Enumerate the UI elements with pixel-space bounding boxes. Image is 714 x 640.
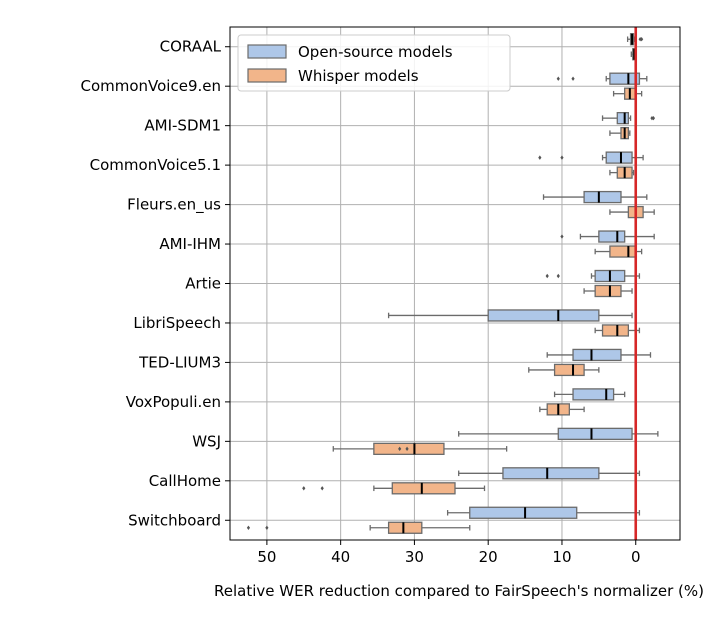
box: [487, 309, 600, 322]
boxplot-open-source: [387, 309, 633, 322]
boxplot-whisper: [594, 324, 641, 337]
boxplot-open-source: [553, 388, 626, 401]
boxplot-open-source: [458, 467, 641, 480]
boxplot-whisper: [528, 363, 600, 377]
box: [572, 348, 622, 362]
y-tick-label: LibriSpeech: [133, 314, 221, 332]
grid-layer: [230, 27, 680, 540]
x-tick-label: 0: [631, 548, 641, 566]
boxplot-open-source: [546, 348, 652, 362]
boxplot-open-source: [626, 33, 644, 46]
box: [572, 388, 615, 401]
x-axis-label: Relative WER reduction compared to FairS…: [214, 582, 704, 600]
x-tick-label: 40: [331, 548, 350, 566]
legend-swatch: [247, 68, 287, 83]
outlier-point: [560, 155, 564, 160]
box: [605, 151, 633, 164]
boxplot-open-source: [458, 427, 659, 440]
boxplot-whisper: [583, 284, 633, 298]
y-tick-label: VoxPopuli.en: [126, 393, 221, 411]
legend: Open-source models Whisper models: [237, 34, 511, 92]
boxplot-whisper: [332, 442, 508, 455]
outlier-point: [265, 525, 269, 530]
legend-swatch: [247, 44, 287, 59]
boxplot-open-source: [542, 190, 648, 204]
y-tick-label: TED-LIUM3: [138, 353, 221, 371]
boxplot-whisper: [612, 87, 643, 100]
y-tick-label: CORAAL: [160, 38, 222, 56]
outlier-point: [638, 37, 642, 42]
boxplot-open-source: [446, 506, 641, 519]
x-tick-label: 50: [257, 548, 276, 566]
outlier-point: [398, 446, 402, 452]
y-tick-label: Switchboard: [128, 511, 221, 529]
boxplot-open-source: [545, 269, 641, 283]
legend-label: Whisper models: [298, 67, 419, 85]
axis-layer: 50 40 30 20 10 0 CORAAL CommonVoice9.en AMI-SDM1…: [80, 38, 640, 566]
legend-frame: [237, 34, 511, 92]
boxplot-whisper: [609, 166, 635, 179]
box: [594, 284, 622, 298]
boxplot-whisper: [609, 205, 655, 219]
y-tick-label: AMI-SDM1: [144, 117, 221, 135]
outlier-point: [556, 76, 560, 81]
outlier-point: [545, 273, 549, 279]
y-tick-label: WSJ: [192, 432, 221, 450]
y-tick-label: CallHome: [149, 472, 221, 490]
box: [601, 324, 630, 337]
box: [557, 427, 633, 440]
outlier-point: [651, 115, 656, 121]
y-tick-label: AMI-IHM: [159, 235, 221, 253]
y-tick-label: Fleurs.en_us: [127, 196, 221, 215]
boxplot-open-source: [601, 112, 656, 125]
outlier-point: [538, 155, 542, 160]
box: [391, 482, 456, 495]
y-tick-label: CommonVoice9.en: [80, 77, 221, 95]
box: [598, 230, 626, 243]
box: [609, 245, 637, 258]
outlier-point: [556, 273, 560, 279]
y-tick-label: Artie: [185, 275, 221, 293]
outlier-point: [246, 525, 251, 530]
box: [502, 467, 600, 480]
boxplot-open-source: [538, 151, 644, 164]
legend-label: Open-source models: [298, 43, 453, 61]
outlier-point: [571, 76, 575, 81]
box: [469, 506, 578, 519]
outlier-point: [302, 486, 306, 491]
outlier-point: [405, 446, 409, 452]
outlier-point: [560, 234, 564, 239]
boxplot-whisper: [246, 521, 471, 534]
x-tick-label: 30: [405, 548, 424, 566]
box: [609, 72, 641, 85]
x-tick-label: 20: [479, 548, 498, 566]
boxplot-whisper: [302, 482, 486, 495]
box: [583, 190, 622, 204]
outlier-point: [320, 486, 324, 491]
boxplot-open-source: [560, 230, 655, 243]
boxplot-whisper: [609, 127, 631, 140]
y-tick-label: CommonVoice5.1: [90, 156, 221, 174]
box: [553, 363, 585, 377]
box: [616, 112, 630, 125]
box: [387, 521, 423, 534]
x-tick-label: 10: [552, 548, 571, 566]
boxplot-whisper: [539, 403, 585, 416]
box-layer: [246, 33, 659, 534]
box: [373, 442, 445, 455]
boxplot-open-source: [556, 72, 648, 85]
